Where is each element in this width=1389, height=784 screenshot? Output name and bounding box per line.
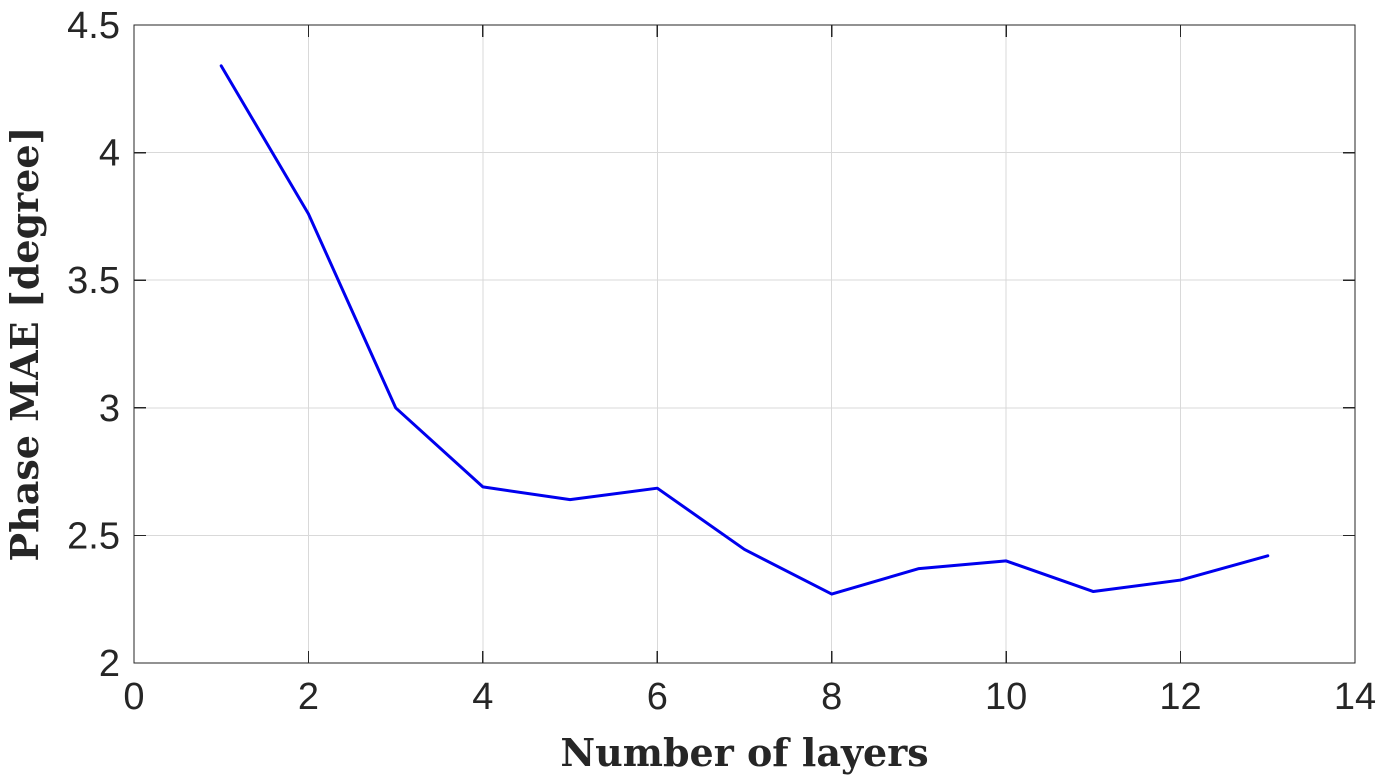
y-tick-label: 3 (99, 388, 120, 430)
y-axis-label: Phase MAE [degree] (2, 126, 47, 561)
y-tick-label: 4 (99, 133, 120, 175)
y-tick-label: 2 (99, 643, 120, 685)
x-tick-labels: 0 2 4 6 8 10 12 14 (123, 676, 1376, 718)
y-tick-label: 4.5 (67, 5, 120, 47)
x-tick-label: 8 (821, 676, 842, 718)
y-tick-label: 2.5 (67, 515, 120, 557)
x-tick-label: 12 (1159, 676, 1201, 718)
x-tick-label: 2 (298, 676, 319, 718)
series-group (219, 64, 1270, 596)
plot-frame (133, 24, 1356, 664)
y-tick-labels: 2 2.5 3 3.5 4 4.5 (67, 5, 120, 685)
y-tick-label: 3.5 (67, 260, 120, 302)
x-tick-label: 14 (1334, 676, 1376, 718)
x-tick-label: 10 (985, 676, 1027, 718)
x-tick-label: 6 (647, 676, 668, 718)
series-line (219, 64, 1270, 596)
x-tick-label: 4 (472, 676, 493, 718)
grid (133, 24, 1356, 664)
tick-marks (133, 24, 1356, 664)
x-tick-label: 0 (123, 676, 144, 718)
x-axis-label: Number of layers (560, 730, 928, 775)
